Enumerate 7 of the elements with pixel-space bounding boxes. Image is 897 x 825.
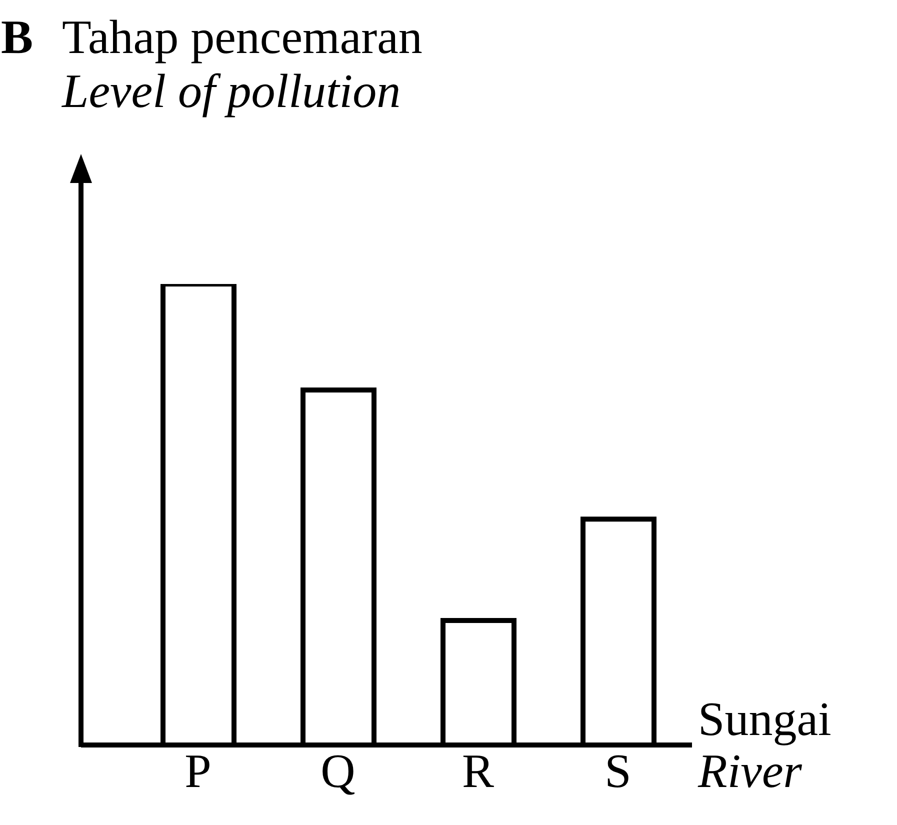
x-tick-label: Q [320, 745, 356, 798]
y-axis-title: Tahap pencemaran Level of pollution [61, 11, 422, 118]
x-axis-title: Sungai River [697, 693, 832, 798]
text: B [1, 11, 34, 64]
x-tick-label: S [604, 745, 632, 798]
x-tick-label: R [462, 745, 494, 798]
x-tick-label: P [184, 745, 212, 798]
